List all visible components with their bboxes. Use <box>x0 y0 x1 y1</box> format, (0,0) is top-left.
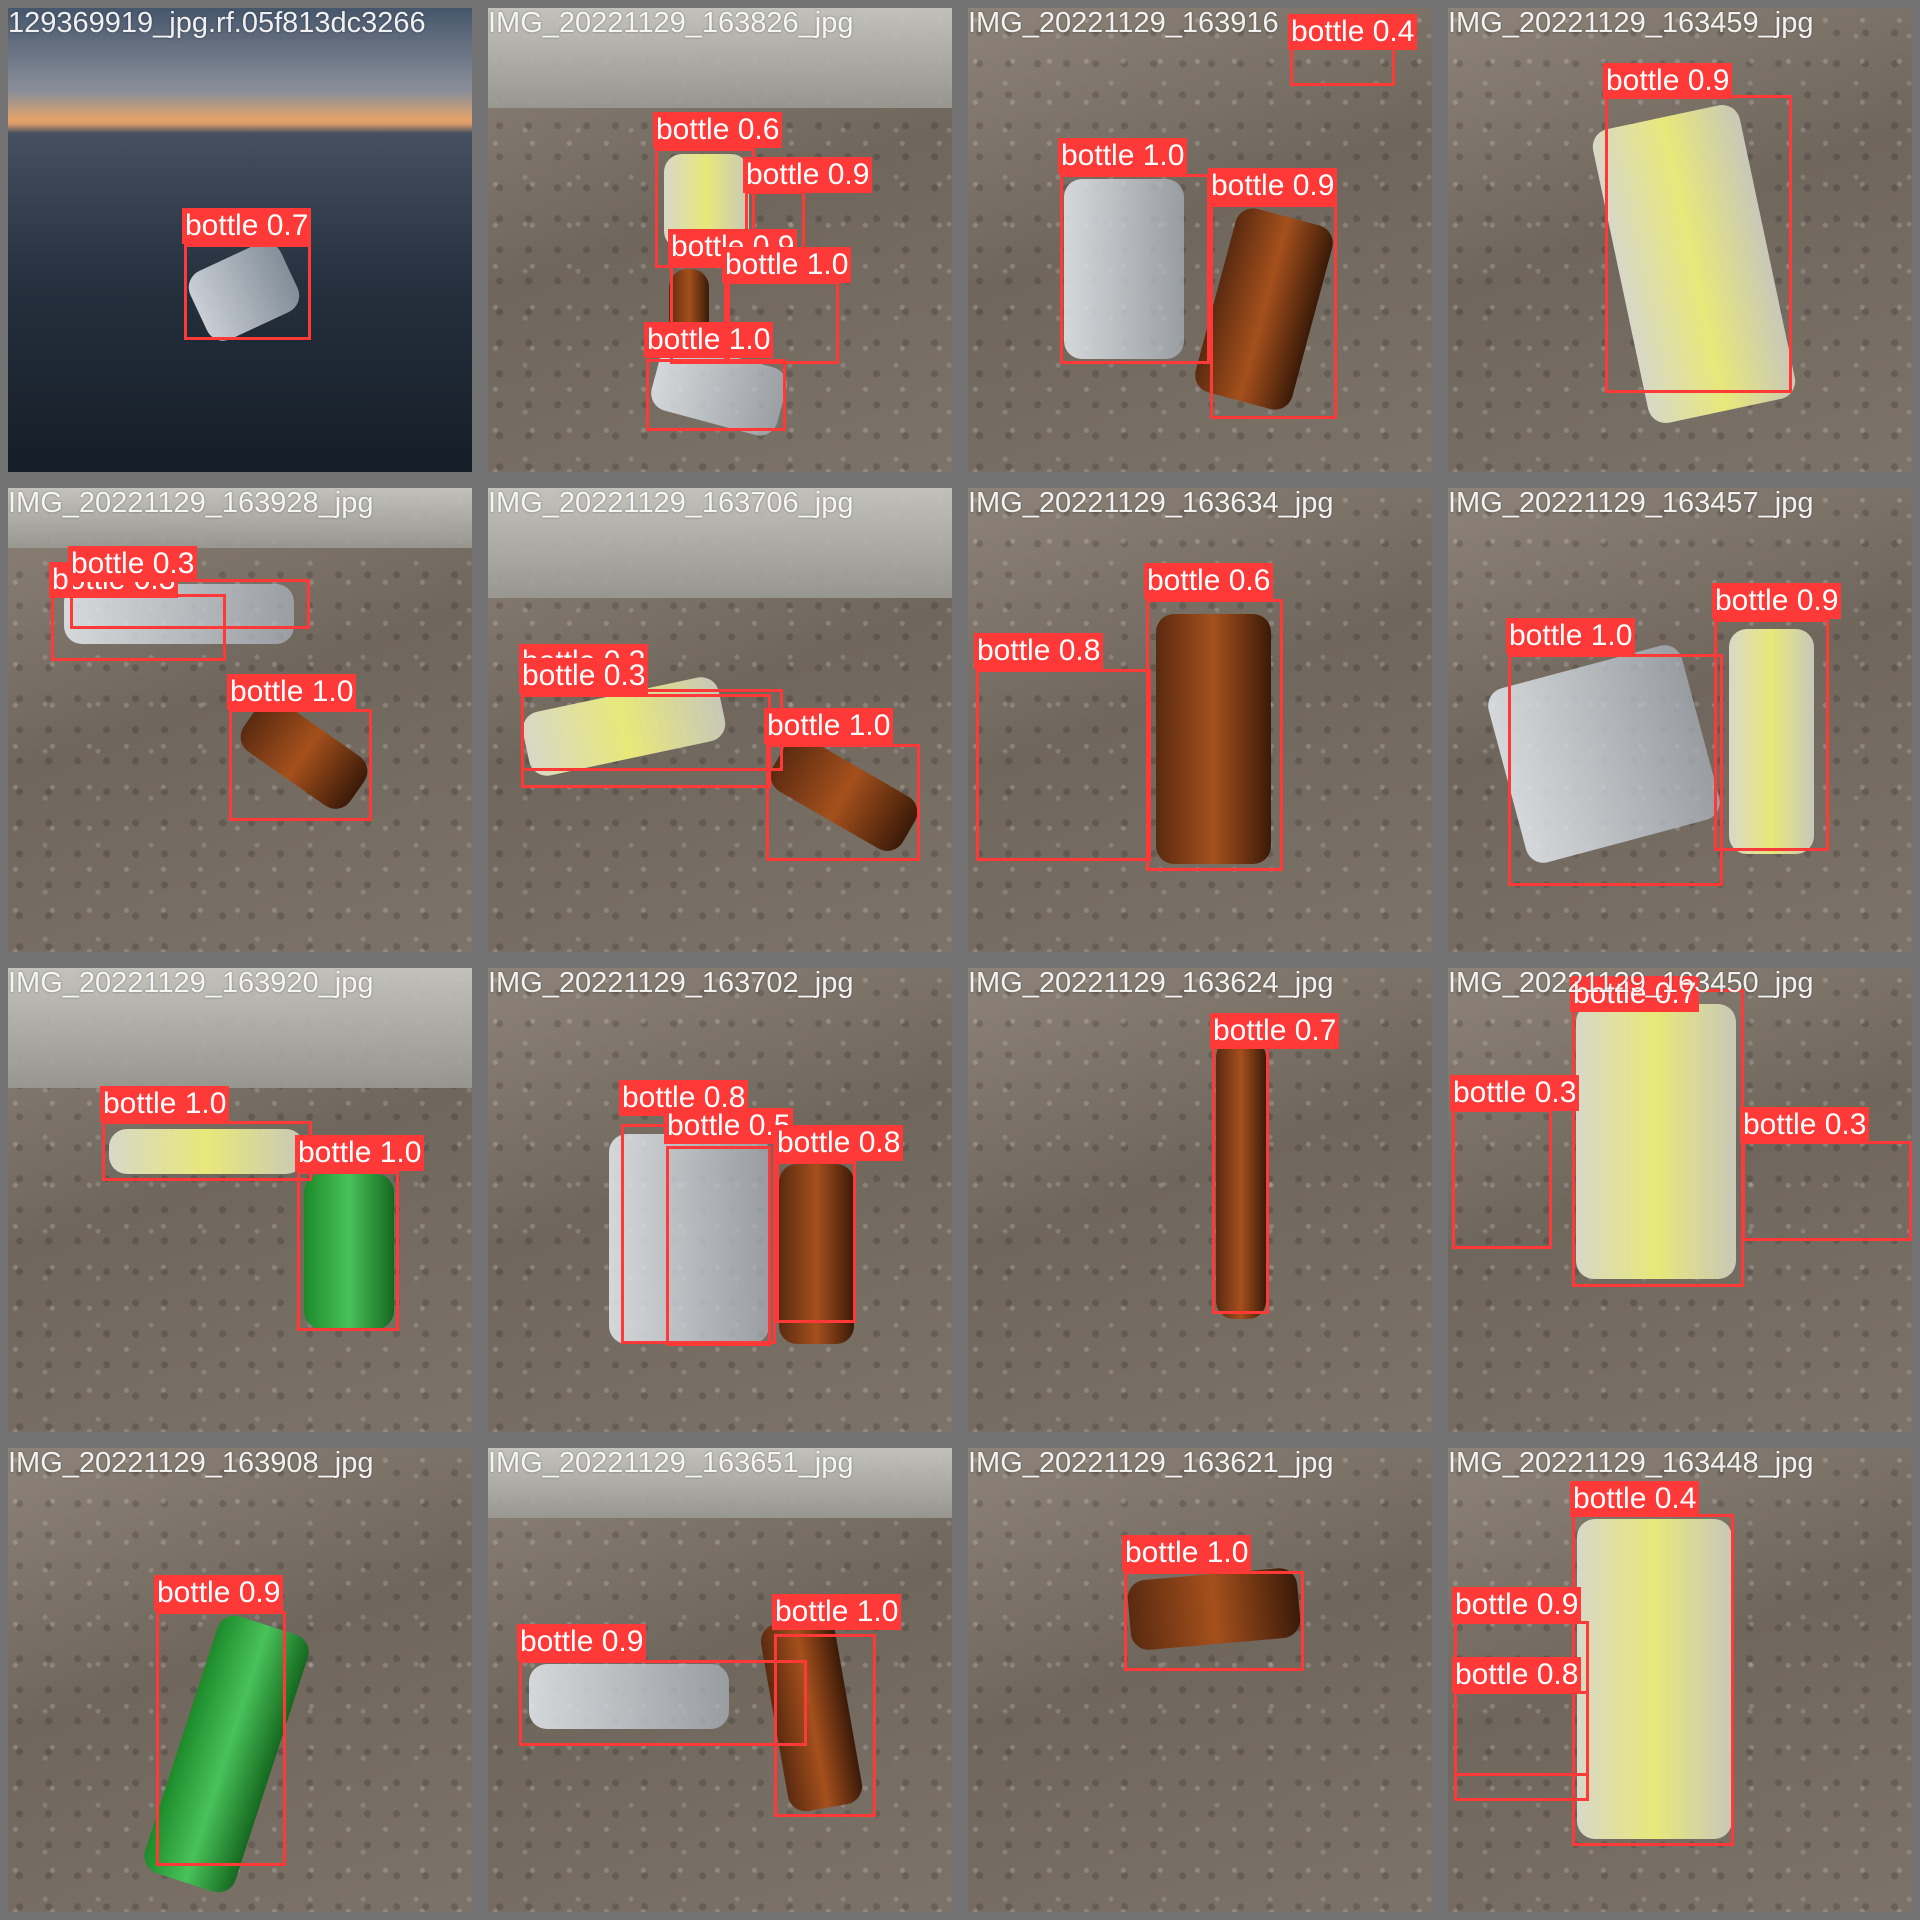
bounding-box <box>1452 1109 1552 1249</box>
bounding-box <box>70 579 310 629</box>
detection-label: bottle 1.0 <box>644 322 774 358</box>
bounding-box <box>1060 174 1210 364</box>
bottle-shape <box>1576 1004 1736 1279</box>
detection-label: bottle 1.0 <box>295 1135 425 1171</box>
detection-label: bottle 0.9 <box>154 1575 284 1611</box>
bottle-shape <box>1577 1519 1732 1839</box>
bounding-box <box>1508 654 1723 886</box>
detection-label: bottle 0.3 <box>68 546 198 582</box>
bounding-box <box>1714 619 1829 851</box>
image-tile: bottle 0.4 bottle 0.9 bottle 0.8 IMG_202… <box>1440 1440 1920 1920</box>
image-tile: bottle 0.7 129369919_jpg.rf.05f813dc3266 <box>0 0 480 480</box>
image-tile: bottle 0.6 bottle 0.8 IMG_20221129_16363… <box>960 480 1440 960</box>
detection-label: bottle 0.9 <box>1208 168 1338 204</box>
detection-label: bottle 0.9 <box>1452 1587 1582 1623</box>
sack-background <box>488 1448 952 1518</box>
bounding-box <box>184 244 311 340</box>
detection-label: bottle 0.4 <box>1288 14 1418 50</box>
bottle-shape <box>304 1174 394 1329</box>
bounding-box <box>1572 1514 1734 1846</box>
bottle-shape <box>1729 629 1814 854</box>
sack-background <box>8 968 472 1088</box>
bounding-box <box>1742 1141 1912 1241</box>
detection-label: bottle 1.0 <box>764 708 894 744</box>
image-tile: bottle 0.8 bottle 0.5 bottle 0.8 IMG_202… <box>480 960 960 1440</box>
detection-label: bottle 0.7 <box>182 208 312 244</box>
bottle-shape <box>609 1134 769 1344</box>
image-tile: bottle 0.9 bottle 1.0 IMG_20221129_16345… <box>1440 480 1920 960</box>
image-tile: bottle 0.9 IMG_20221129_163459_jpg <box>1440 0 1920 480</box>
ground-photo <box>968 1448 1432 1912</box>
detection-label: bottle 0.6 <box>653 112 783 148</box>
detection-label: bottle 0.8 <box>774 1125 904 1161</box>
detection-label: bottle 0.9 <box>1712 583 1842 619</box>
detection-label: bottle 1.0 <box>772 1594 902 1630</box>
sack-background <box>488 8 952 108</box>
detection-label: bottle 0.3 <box>1450 1075 1580 1111</box>
detection-label: bottle 1.0 <box>722 247 852 283</box>
image-tile: bottle 0.7 IMG_20221129_163624_jpg <box>960 960 1440 1440</box>
sack-background <box>488 488 952 598</box>
bounding-box <box>766 744 920 861</box>
image-tile: bottle 0.4 bottle 1.0 bottle 0.9 IMG_202… <box>960 0 1440 480</box>
bounding-box <box>646 359 786 431</box>
image-tile: bottle 0.9 bottle 1.0 IMG_20221129_16365… <box>480 1440 960 1920</box>
bounding-box <box>519 1660 807 1746</box>
detection-label: bottle 0.8 <box>974 633 1104 669</box>
bounding-box <box>976 669 1151 861</box>
bounding-box <box>1212 1034 1269 1314</box>
bounding-box <box>521 694 771 788</box>
bounding-box <box>666 1146 771 1346</box>
image-tile: bottle 0.7 bottle 0.3 bottle 0.3 IMG_202… <box>1440 960 1920 1440</box>
bounding-box <box>156 1611 286 1866</box>
detection-label: bottle 0.9 <box>517 1624 647 1660</box>
bottle-shape <box>779 1164 854 1344</box>
detection-label: bottle 0.7 <box>1210 1013 1340 1049</box>
detection-label: bottle 1.0 <box>1122 1535 1252 1571</box>
bottle-shape <box>1064 179 1184 359</box>
bounding-box <box>776 1161 856 1323</box>
detection-label: bottle 1.0 <box>1058 138 1188 174</box>
image-tile: bottle 1.0 bottle 1.0 IMG_20221129_16392… <box>0 960 480 1440</box>
detection-label: bottle 1.0 <box>1506 618 1636 654</box>
detection-label: bottle 0.9 <box>743 157 873 193</box>
sack-background <box>8 488 472 548</box>
image-tile: bottle 0.6 bottle 0.9 bottle 0.9 bottle … <box>480 0 960 480</box>
bottle-shape <box>1216 1039 1266 1319</box>
bounding-box <box>297 1171 399 1331</box>
detection-label: bottle 0.4 <box>1570 1481 1700 1517</box>
bounding-box <box>1210 204 1337 419</box>
bounding-box <box>774 1634 876 1817</box>
bounding-box <box>229 709 372 821</box>
detection-label: bottle 1.0 <box>100 1086 230 1122</box>
image-tile: bottle 0.9 IMG_20221129_163908_jpg <box>0 1440 480 1920</box>
bottle-shape <box>529 1664 729 1729</box>
detection-label: bottle 0.6 <box>1144 563 1274 599</box>
bottle-shape <box>1156 614 1271 864</box>
image-tile: bottle 0.3 bottle 0.3 bottle 1.0 IMG_202… <box>480 480 960 960</box>
detection-label: bottle 0.7 <box>1570 976 1700 1012</box>
bounding-box <box>1146 599 1283 871</box>
bounding-box <box>1124 1571 1304 1671</box>
bounding-box <box>1572 989 1744 1287</box>
bottle-shape <box>109 1129 304 1174</box>
detection-label: bottle 0.9 <box>1603 63 1733 99</box>
detection-label: bottle 0.5 <box>664 1108 794 1144</box>
ground-photo <box>968 968 1432 1432</box>
bounding-box <box>1605 95 1792 393</box>
detection-label: bottle 0.8 <box>1452 1657 1582 1693</box>
image-tile: bottle 1.0 IMG_20221129_163621_jpg <box>960 1440 1440 1920</box>
bounding-box <box>1454 1691 1589 1801</box>
bounding-box <box>102 1121 312 1181</box>
bounding-box <box>670 264 730 364</box>
image-tile: bottle 0.3 bottle 0.3 bottle 1.0 IMG_202… <box>0 480 480 960</box>
detection-label: bottle 1.0 <box>227 674 357 710</box>
detection-label: bottle 0.3 <box>1740 1107 1870 1143</box>
detection-label: bottle 0.3 <box>519 658 649 694</box>
